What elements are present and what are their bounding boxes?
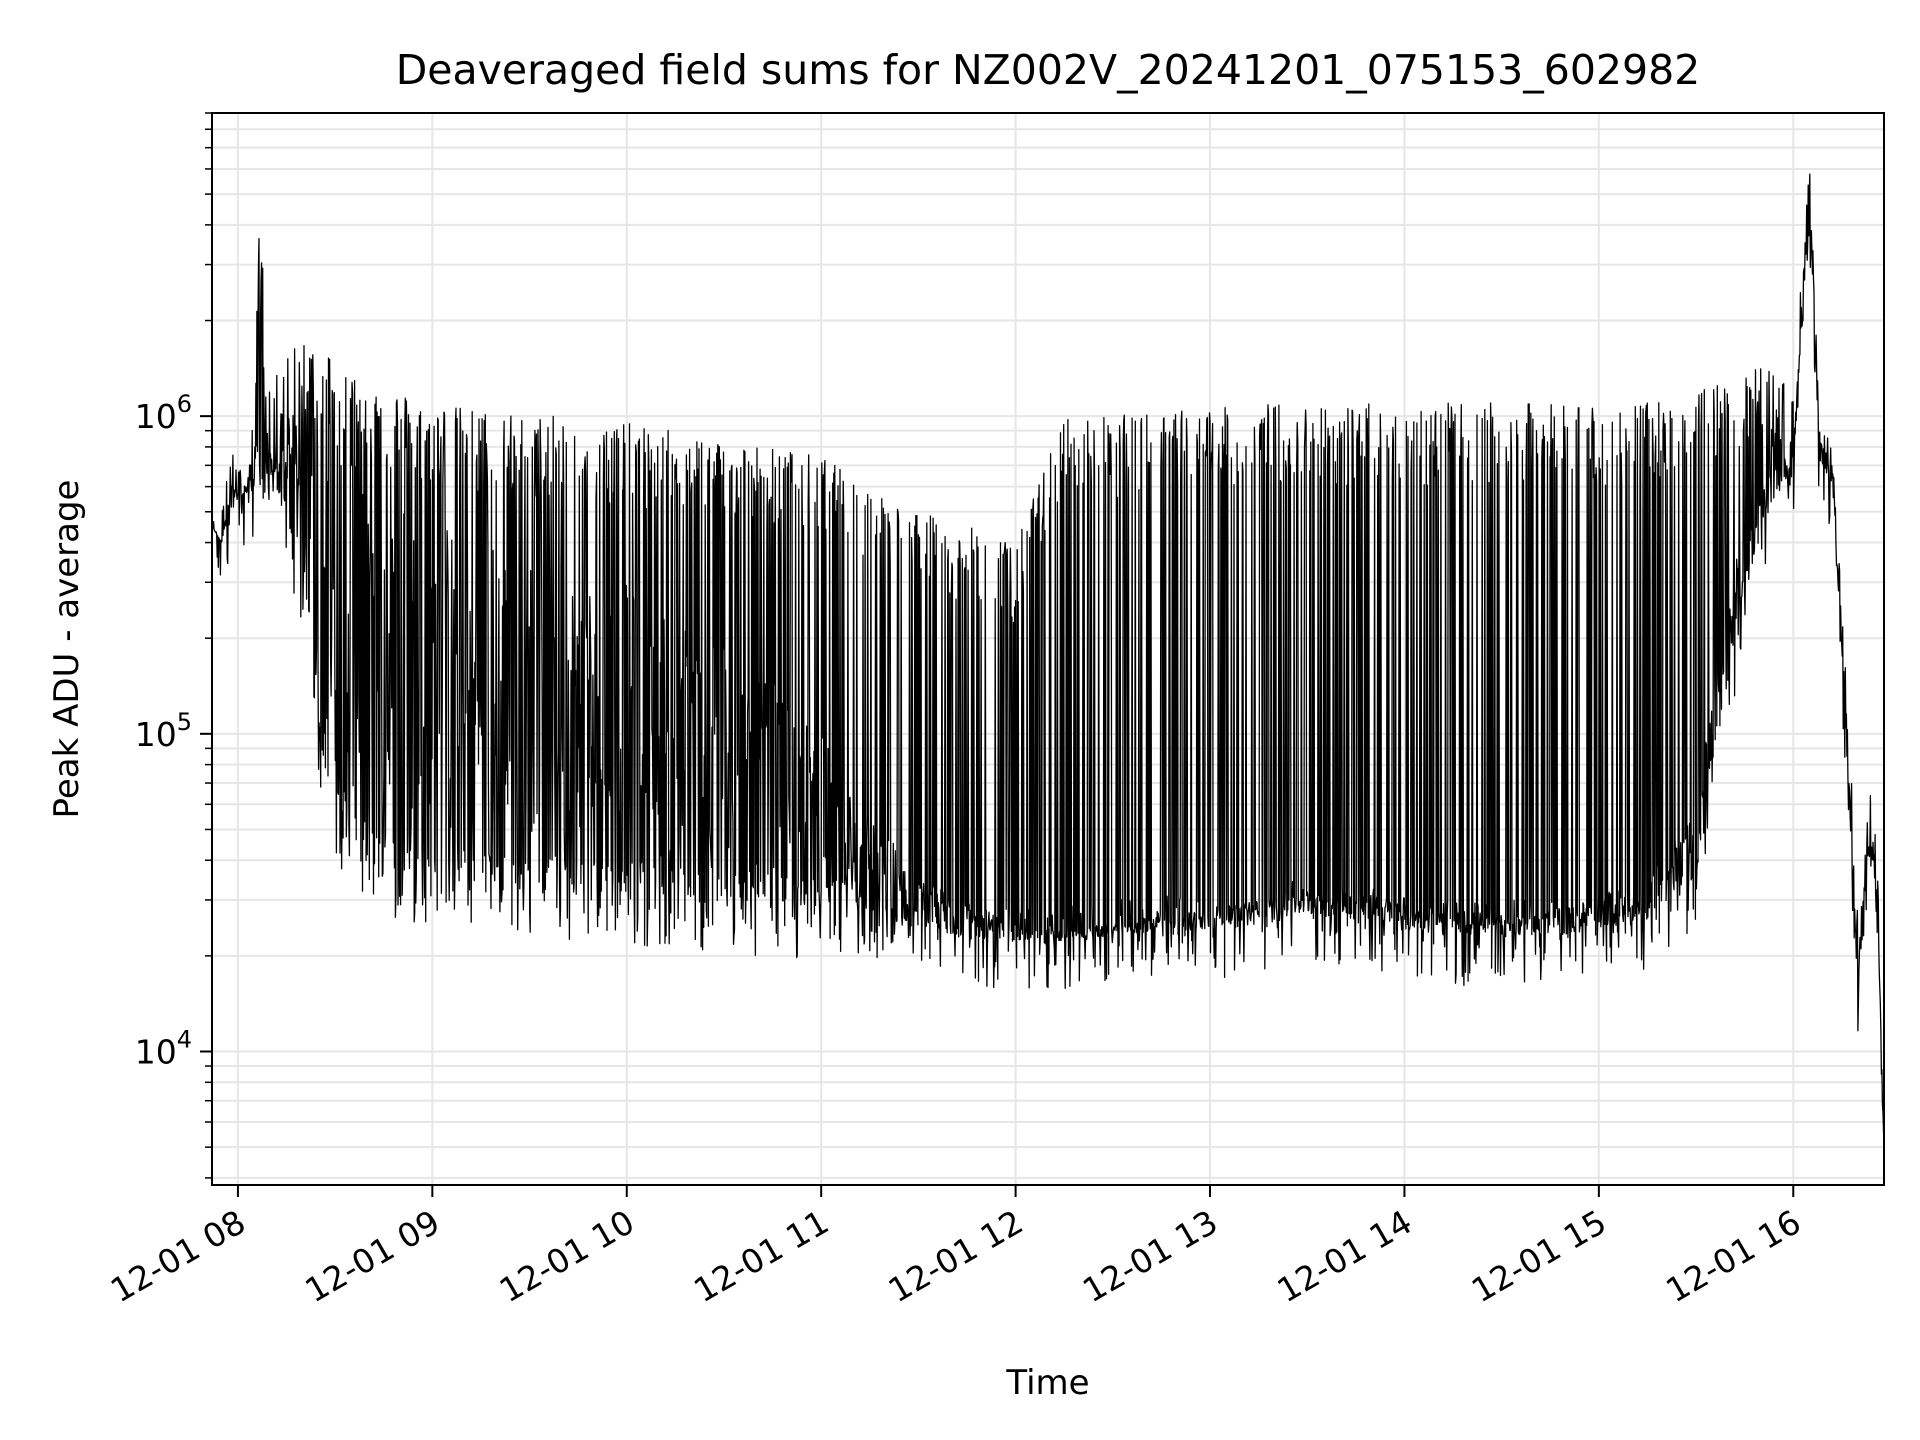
series-line <box>211 173 1885 1148</box>
x-axis-label: Time <box>1005 1363 1089 1403</box>
y-tick-label: 106 <box>135 390 192 436</box>
y-axis-label: Peak ADU - average <box>47 480 87 819</box>
y-axis: 104 105 106 <box>135 112 212 1179</box>
plot-layer <box>211 173 1885 1148</box>
chart-title: Deaveraged field sums for NZ002V_2024120… <box>396 46 1701 94</box>
y-tick-label: 105 <box>135 708 192 754</box>
y-tick-label: 104 <box>135 1026 192 1072</box>
plot-frame <box>211 112 1885 1186</box>
